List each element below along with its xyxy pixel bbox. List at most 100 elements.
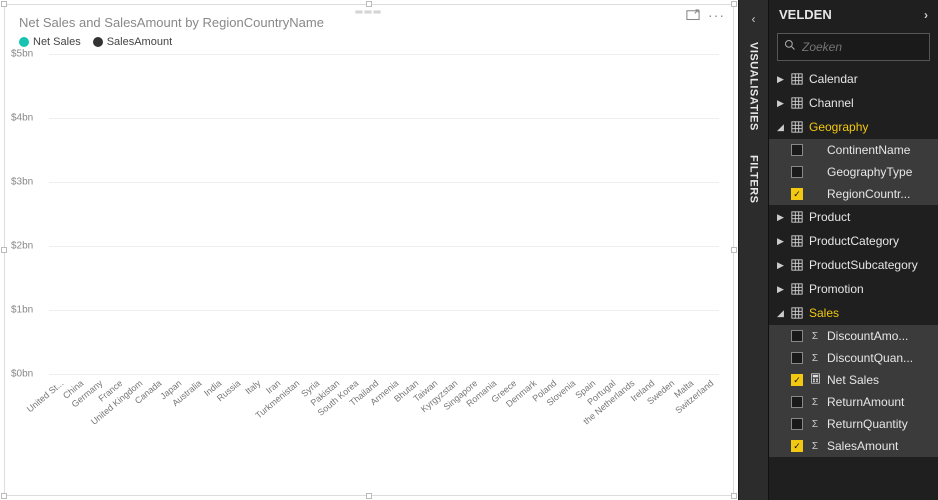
y-axis-tick: $4bn — [11, 113, 33, 124]
arrow-right-icon[interactable]: ▶ — [777, 212, 785, 223]
table-label: ProductSubcategory — [809, 258, 930, 272]
arrow-down-icon[interactable]: ◢ — [777, 308, 785, 319]
fields-pane: VELDEN › ▶ Calendar ▶ Channel ◢ Geography Cont… — [768, 0, 938, 500]
table-label: Promotion — [809, 282, 930, 296]
field-label: ContinentName — [827, 143, 932, 157]
field-checkbox[interactable] — [791, 330, 803, 342]
table-row[interactable]: ▶ Channel — [769, 91, 938, 115]
arrow-right-icon[interactable]: ▶ — [777, 74, 785, 85]
y-axis-tick: $3bn — [11, 177, 33, 188]
field-row[interactable]: Σ ReturnQuantity — [769, 413, 938, 435]
chart-x-axis: United St...ChinaGermanyFranceUnited Kin… — [49, 374, 719, 434]
y-axis-tick: $2bn — [11, 241, 33, 252]
table-label: Channel — [809, 96, 930, 110]
field-label: SalesAmount — [827, 439, 932, 453]
field-label: DiscountAmo... — [827, 329, 932, 343]
legend-label: SalesAmount — [107, 36, 172, 48]
field-label: RegionCountr... — [827, 187, 932, 201]
focus-mode-icon[interactable] — [686, 9, 700, 28]
field-label: DiscountQuan... — [827, 351, 932, 365]
table-row[interactable]: ◢ Sales — [769, 301, 938, 325]
fields-search[interactable] — [777, 33, 930, 61]
expand-chevron-icon[interactable]: › — [924, 8, 928, 22]
table-icon — [791, 121, 803, 133]
table-label: Geography — [809, 120, 930, 134]
table-label: ProductCategory — [809, 234, 930, 248]
field-label: GeographyType — [827, 165, 932, 179]
y-axis-tick: $0bn — [11, 369, 33, 380]
field-checkbox[interactable] — [791, 440, 803, 452]
collapsed-panes: ‹ VISUALISATIES FILTERS — [738, 0, 768, 500]
field-checkbox[interactable] — [791, 352, 803, 364]
field-checkbox[interactable] — [791, 396, 803, 408]
table-label: Calendar — [809, 72, 930, 86]
arrow-right-icon[interactable]: ▶ — [777, 260, 785, 271]
tab-filters[interactable]: FILTERS — [748, 143, 760, 216]
report-canvas[interactable]: ═══ ··· Net Sales and SalesAmount by Reg… — [0, 0, 738, 500]
bars-container — [49, 54, 719, 374]
legend-item[interactable]: Net Sales — [19, 36, 81, 48]
table-icon — [791, 307, 803, 319]
field-label: ReturnAmount — [827, 395, 932, 409]
y-axis-tick: $5bn — [11, 49, 33, 60]
field-checkbox[interactable] — [791, 418, 803, 430]
field-row[interactable]: GeographyType — [769, 161, 938, 183]
table-icon — [791, 283, 803, 295]
field-row[interactable]: Net Sales — [769, 369, 938, 391]
arrow-right-icon[interactable]: ▶ — [777, 236, 785, 247]
y-axis-tick: $1bn — [11, 305, 33, 316]
table-row[interactable]: ▶ Calendar — [769, 67, 938, 91]
field-checkbox[interactable] — [791, 144, 803, 156]
table-row[interactable]: ◢ Geography — [769, 115, 938, 139]
resize-handle[interactable] — [731, 493, 737, 499]
resize-handle[interactable] — [366, 493, 372, 499]
resize-handle[interactable] — [1, 247, 7, 253]
drag-grip-icon[interactable]: ═══ — [355, 7, 382, 18]
x-axis-label: United St... — [25, 378, 66, 414]
table-row[interactable]: ▶ ProductSubcategory — [769, 253, 938, 277]
chart-plot-area[interactable]: $0bn$1bn$2bn$3bn$4bn$5bn — [49, 54, 719, 374]
search-icon — [784, 38, 796, 56]
field-checkbox[interactable] — [791, 374, 803, 386]
legend-swatch — [93, 37, 103, 47]
field-row[interactable]: Σ DiscountAmo... — [769, 325, 938, 347]
chart-legend: Net Sales SalesAmount — [5, 34, 733, 54]
field-label: Net Sales — [827, 373, 932, 387]
table-row[interactable]: ▶Product — [769, 205, 938, 229]
arrow-right-icon[interactable]: ▶ — [777, 98, 785, 109]
resize-handle[interactable] — [1, 493, 7, 499]
arrow-right-icon[interactable]: ▶ — [777, 284, 785, 295]
x-axis-label: Italy — [243, 378, 262, 396]
field-row[interactable]: ΣSalesAmount — [769, 435, 938, 457]
visual-frame[interactable]: ═══ ··· Net Sales and SalesAmount by Reg… — [4, 4, 734, 496]
visual-more-icon[interactable]: ··· — [708, 7, 725, 28]
table-icon — [791, 235, 803, 247]
tab-visualisaties[interactable]: VISUALISATIES — [748, 30, 760, 143]
sigma-icon: Σ — [809, 419, 821, 430]
field-row[interactable]: Σ ReturnAmount — [769, 391, 938, 413]
field-checkbox[interactable] — [791, 166, 803, 178]
table-icon — [791, 73, 803, 85]
sigma-icon: Σ — [809, 331, 821, 342]
field-label: ReturnQuantity — [827, 417, 932, 431]
legend-label: Net Sales — [33, 36, 81, 48]
arrow-down-icon[interactable]: ◢ — [777, 122, 785, 133]
calculator-icon — [809, 373, 821, 387]
sigma-icon: Σ — [809, 397, 821, 408]
field-row[interactable]: ΣDiscountQuan... — [769, 347, 938, 369]
table-icon — [791, 259, 803, 271]
field-row[interactable]: RegionCountr... — [769, 183, 938, 205]
collapse-chevron-icon[interactable]: ‹ — [752, 8, 756, 30]
fields-pane-title: VELDEN — [779, 7, 832, 22]
legend-item[interactable]: SalesAmount — [93, 36, 172, 48]
table-row[interactable]: ▶ Promotion — [769, 277, 938, 301]
field-checkbox[interactable] — [791, 188, 803, 200]
resize-handle[interactable] — [731, 1, 737, 7]
fields-search-input[interactable] — [802, 40, 938, 54]
table-icon — [791, 97, 803, 109]
resize-handle[interactable] — [1, 1, 7, 7]
resize-handle[interactable] — [731, 247, 737, 253]
field-row[interactable]: ContinentName — [769, 139, 938, 161]
table-label: Sales — [809, 306, 930, 320]
table-row[interactable]: ▶ ProductCategory — [769, 229, 938, 253]
